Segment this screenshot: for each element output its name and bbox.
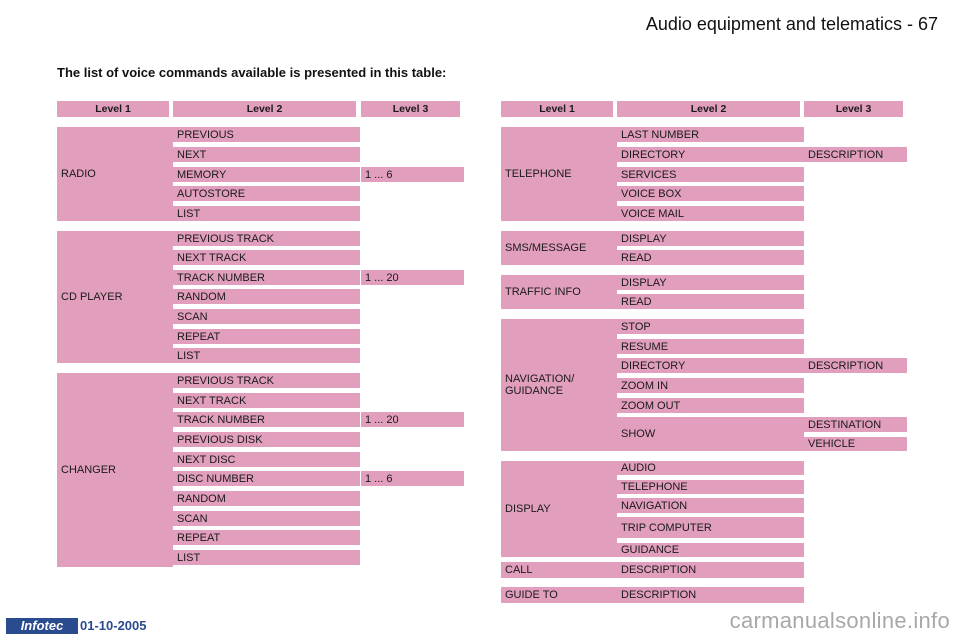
watermark: carmanualsonline.info [729,608,950,633]
level1-telephone: TELEPHONE [501,127,617,221]
level2-changer-track-number: TRACK NUMBER [173,412,360,427]
level3-cd-track-range: 1 ... 20 [361,270,464,285]
level2-radio-memory: MEMORY [173,167,360,182]
level2-radio-list: LIST [173,206,360,221]
level3-changer-track-range: 1 ... 20 [361,412,464,427]
level2-display-guidance: GUIDANCE [617,543,804,557]
intro-text: The list of voice commands available is … [57,65,447,80]
level2-cd-track-number: TRACK NUMBER [173,270,360,285]
level2-nav-resume: RESUME [617,339,804,354]
level3-nav-show-vehicle: VEHICLE [804,437,907,451]
level2-traffic-read: READ [617,294,804,309]
level2-nav-show: SHOW [617,417,804,451]
level1-radio: RADIO [57,127,173,221]
level2-tel-directory: DIRECTORY [617,147,804,162]
level2-guide-to-description: DESCRIPTION [617,587,804,603]
level1-sms-message: SMS/MESSAGE [501,231,617,265]
level2-nav-zoom-in: ZOOM IN [617,378,804,393]
level2-call-description: DESCRIPTION [617,562,804,578]
footer-date: 01-10-2005 [80,618,147,633]
level2-nav-zoom-out: ZOOM OUT [617,398,804,413]
level2-nav-stop: STOP [617,319,804,334]
level2-tel-voice-box: VOICE BOX [617,186,804,201]
level2-display-navigation: NAVIGATION [617,498,804,513]
level1-navigation-guidance: NAVIGATION/ GUIDANCE [501,319,617,451]
level2-changer-previous-track: PREVIOUS TRACK [173,373,360,388]
level2-changer-random: RANDOM [173,491,360,506]
right-header-level2: Level 2 [617,101,800,117]
left-header-level3: Level 3 [361,101,460,117]
level2-radio-next: NEXT [173,147,360,162]
level3-tel-directory-description: DESCRIPTION [804,147,907,162]
level2-nav-directory: DIRECTORY [617,358,804,373]
level2-changer-next-track: NEXT TRACK [173,393,360,408]
level2-changer-repeat: REPEAT [173,530,360,545]
level2-sms-read: READ [617,250,804,265]
level2-changer-previous-disk: PREVIOUS DISK [173,432,360,447]
level2-cd-scan: SCAN [173,309,360,324]
level2-display-trip-computer: TRIP COMPUTER [617,517,804,538]
level2-display-telephone: TELEPHONE [617,480,804,494]
level2-changer-list: LIST [173,550,360,565]
level2-changer-next-disc: NEXT DISC [173,452,360,467]
level1-cd-player: CD PLAYER [57,231,173,363]
level2-cd-next-track: NEXT TRACK [173,250,360,265]
level1-traffic-info: TRAFFIC INFO [501,275,617,309]
level3-changer-disc-range: 1 ... 6 [361,471,464,486]
right-header-level3: Level 3 [804,101,903,117]
level2-sms-display: DISPLAY [617,231,804,246]
level2-radio-previous: PREVIOUS [173,127,360,142]
level2-cd-repeat: REPEAT [173,329,360,344]
level1-display: DISPLAY [501,461,617,557]
level1-call: CALL [501,562,617,578]
page-title: Audio equipment and telematics - 67 [645,14,938,34]
level2-tel-voice-mail: VOICE MAIL [617,206,804,221]
level2-cd-random: RANDOM [173,289,360,304]
level3-nav-directory-description: DESCRIPTION [804,358,907,373]
level2-changer-scan: SCAN [173,511,360,526]
level2-cd-list: LIST [173,348,360,363]
level3-radio-memory-range: 1 ... 6 [361,167,464,182]
level2-traffic-display: DISPLAY [617,275,804,290]
level3-nav-show-destination: DESTINATION [804,417,907,432]
infotec-logo: Infotec [6,618,78,634]
level1-changer: CHANGER [57,373,173,567]
level2-tel-last-number: LAST NUMBER [617,127,804,142]
level1-guide-to: GUIDE TO [501,587,617,603]
right-header-level1: Level 1 [501,101,613,117]
level2-cd-previous-track: PREVIOUS TRACK [173,231,360,246]
level2-tel-services: SERVICES [617,167,804,182]
level2-display-audio: AUDIO [617,461,804,475]
level2-radio-autostore: AUTOSTORE [173,186,360,201]
left-header-level2: Level 2 [173,101,356,117]
level2-changer-disc-number: DISC NUMBER [173,471,360,486]
left-header-level1: Level 1 [57,101,169,117]
